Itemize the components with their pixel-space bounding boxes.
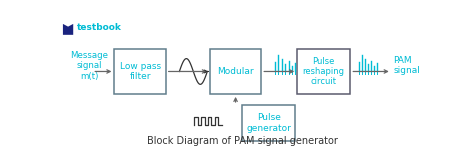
FancyBboxPatch shape <box>242 105 295 141</box>
Text: Block Diagram of PAM signal generator: Block Diagram of PAM signal generator <box>147 136 338 146</box>
Text: Pulse
generator: Pulse generator <box>246 113 291 133</box>
Polygon shape <box>63 24 73 35</box>
Text: Message
signal
m(t): Message signal m(t) <box>70 51 108 81</box>
Text: Pulse
reshaping
circuit: Pulse reshaping circuit <box>303 57 345 86</box>
Text: Low pass
filter: Low pass filter <box>119 62 161 81</box>
Text: PAM
signal: PAM signal <box>393 56 420 75</box>
Text: testbook: testbook <box>77 23 122 32</box>
Text: Modular: Modular <box>217 67 254 76</box>
FancyBboxPatch shape <box>114 49 166 94</box>
FancyBboxPatch shape <box>297 49 350 94</box>
FancyBboxPatch shape <box>210 49 261 94</box>
